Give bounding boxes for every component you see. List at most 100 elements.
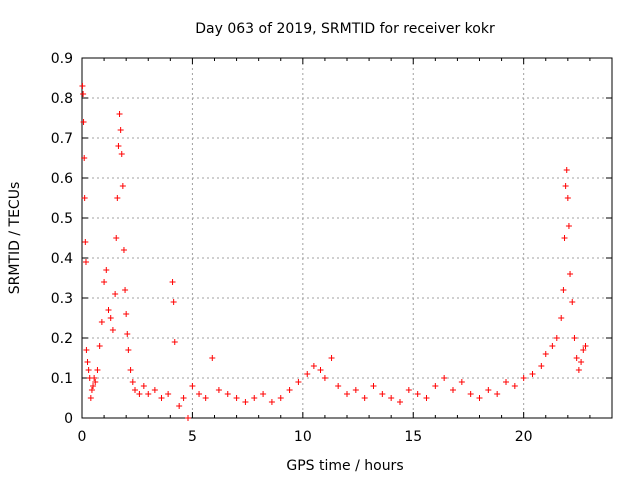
- data-point: [370, 383, 377, 389]
- data-point: [538, 363, 545, 369]
- grid: [82, 58, 612, 418]
- data-point: [82, 259, 89, 265]
- data-point: [127, 367, 134, 373]
- data-point: [114, 195, 121, 201]
- data-point: [344, 391, 350, 397]
- data-point: [476, 395, 483, 401]
- data-point: [388, 395, 395, 401]
- data-point: [90, 383, 97, 389]
- data-point: [467, 391, 474, 397]
- data-point: [83, 347, 90, 353]
- data-point: [136, 391, 143, 397]
- data-point: [107, 315, 114, 321]
- data-point: [118, 151, 125, 157]
- data-point: [105, 307, 112, 313]
- data-point: [286, 387, 293, 393]
- data-point: [564, 195, 571, 201]
- data-point: [132, 387, 138, 393]
- data-point: [328, 355, 335, 361]
- data-point: [511, 383, 518, 389]
- data-point: [124, 331, 131, 337]
- data-point: [116, 111, 123, 117]
- data-point: [260, 391, 267, 397]
- data-point: [567, 271, 574, 277]
- data-point: [145, 391, 152, 397]
- data-point: [169, 279, 176, 285]
- data-point: [96, 343, 103, 349]
- y-tick-label: 0.7: [51, 131, 73, 147]
- data-point: [140, 383, 147, 389]
- data-point: [88, 387, 95, 393]
- plot-frame: [81, 57, 613, 419]
- y-axis-label: SRMTID / TECUs: [7, 182, 23, 295]
- data-point: [573, 355, 580, 361]
- y-tick-label: 0.9: [51, 51, 73, 67]
- data-point: [123, 311, 130, 317]
- data-point: [432, 383, 439, 389]
- data-point: [562, 183, 569, 189]
- data-point: [352, 387, 359, 393]
- data-point: [321, 375, 328, 381]
- data-point: [84, 359, 91, 365]
- data-point: [180, 395, 187, 401]
- data-point: [379, 391, 386, 397]
- data-point: [242, 399, 249, 405]
- data-point: [575, 367, 582, 373]
- data-point: [441, 375, 448, 381]
- chart-title: Day 063 of 2019, SRMTID for receiver kok…: [195, 21, 495, 37]
- data-point: [80, 91, 87, 97]
- data-point: [170, 299, 177, 305]
- data-point: [277, 395, 284, 401]
- x-tick-label: 0: [78, 429, 87, 445]
- data-point: [81, 195, 88, 201]
- data-point: [295, 379, 302, 385]
- data-point: [268, 399, 275, 405]
- data-point: [503, 379, 509, 385]
- data-point: [423, 395, 430, 401]
- x-tick-label: 10: [294, 429, 312, 445]
- data-point: [176, 403, 183, 409]
- data-point: [82, 239, 89, 245]
- data-points: [79, 83, 589, 421]
- data-point: [560, 287, 567, 293]
- x-tick-label: 15: [404, 429, 422, 445]
- data-point: [494, 391, 501, 397]
- data-point: [304, 371, 311, 377]
- data-point: [335, 383, 342, 389]
- data-point: [91, 375, 98, 381]
- data-point: [202, 395, 209, 401]
- y-tick-label: 0.3: [51, 291, 73, 307]
- data-point: [79, 83, 86, 89]
- data-point: [558, 315, 565, 321]
- data-point: [151, 387, 158, 393]
- data-point: [569, 299, 576, 305]
- data-point: [189, 383, 196, 389]
- data-point: [103, 267, 110, 273]
- y-tick-label: 0.5: [51, 211, 73, 227]
- data-point: [414, 391, 421, 397]
- x-axis-label: GPS time / hours: [286, 458, 403, 474]
- data-point: [115, 143, 122, 149]
- data-point: [317, 367, 324, 373]
- data-point: [224, 391, 231, 397]
- y-tick-label: 0: [64, 411, 73, 427]
- data-point: [122, 287, 129, 293]
- data-point: [80, 119, 87, 125]
- data-point: [310, 363, 317, 369]
- axes: 0 5 10 15 20 0 0.1 0.2 0.3 0.4 0.5 0.6 0.7 0.8 0.9: [51, 51, 613, 445]
- data-point: [81, 155, 88, 161]
- data-point: [563, 167, 570, 173]
- data-point: [549, 343, 556, 349]
- data-point: [101, 279, 108, 285]
- data-point: [578, 359, 585, 365]
- data-point: [117, 127, 124, 133]
- data-point: [165, 391, 172, 397]
- data-point: [561, 235, 568, 241]
- y-tick-label: 0.8: [51, 91, 73, 107]
- data-point: [171, 339, 178, 345]
- data-point: [87, 395, 94, 401]
- data-point: [113, 235, 120, 241]
- data-point: [542, 351, 549, 357]
